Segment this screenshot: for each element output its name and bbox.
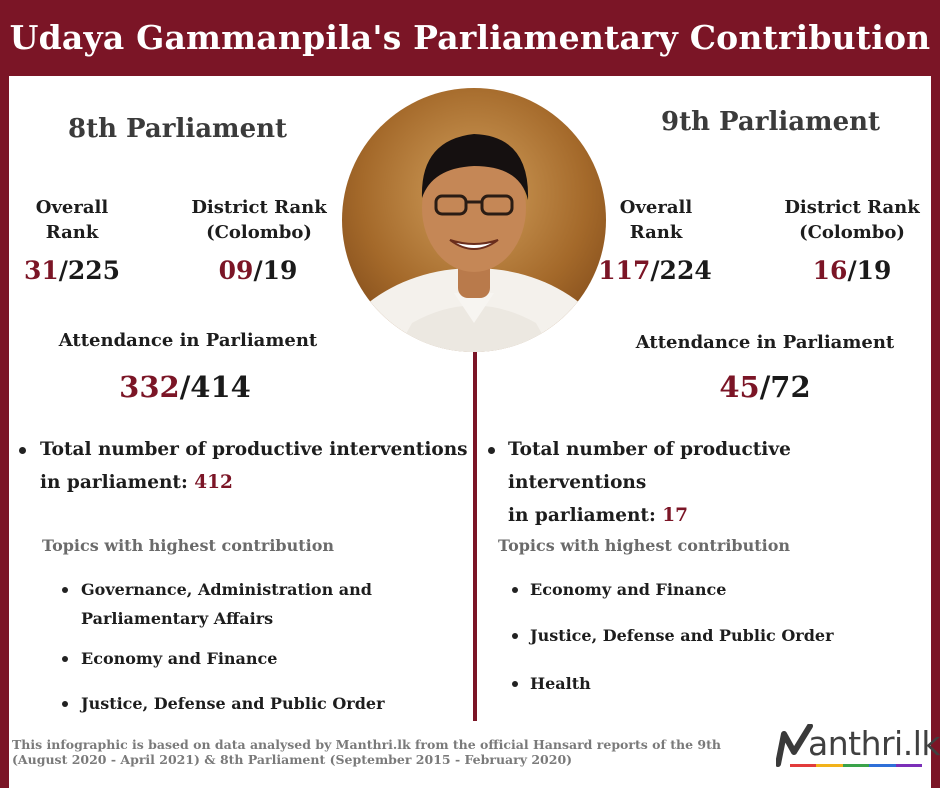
left-interventions-line2: in parliament: xyxy=(40,472,195,493)
left-attendance-label: Attendance in Parliament xyxy=(58,330,318,351)
right-district-rank-label: District Rank (Colombo) xyxy=(778,195,926,245)
left-overall-rank-number: 31 xyxy=(23,256,59,285)
left-interventions-bullet xyxy=(19,447,26,454)
left-topics-heading: Topics with highest contribution xyxy=(42,536,334,555)
right-topic-2: Justice, Defense and Public Order xyxy=(530,626,834,645)
left-attendance-total: /414 xyxy=(179,370,251,404)
right-interventions-line1: Total number of productive interventions xyxy=(508,439,791,493)
center-divider xyxy=(473,347,477,721)
footnote-line2: (August 2020 - April 2021) & 8th Parliam… xyxy=(12,752,573,767)
left-district-rank-number: 09 xyxy=(218,256,254,285)
right-topic-1: Economy and Finance xyxy=(530,580,727,599)
left-topic-bullet-1 xyxy=(62,587,68,593)
right-attendance-label: Attendance in Parliament xyxy=(635,332,895,353)
right-overall-rank-label: Overall Rank xyxy=(604,195,708,245)
left-district-label-line2: (Colombo) xyxy=(206,222,312,243)
footnote-line1: This infographic is based on data analys… xyxy=(12,737,721,752)
page-title: Udaya Gammanpila's Parliamentary Contrib… xyxy=(9,17,931,57)
logo-stripe-segment xyxy=(790,764,817,767)
right-topic-3: Health xyxy=(530,674,591,693)
logo-checkmark-m-icon xyxy=(776,724,813,767)
right-district-label-line2: (Colombo) xyxy=(799,222,905,243)
right-interventions-bullet xyxy=(488,447,495,454)
right-topic-bullet-1 xyxy=(512,587,518,593)
left-topic-1-line2: Parliamentary Affairs xyxy=(81,609,274,628)
left-topic-2: Economy and Finance xyxy=(81,649,278,668)
right-parliament-heading: 9th Parliament xyxy=(661,107,881,137)
left-topic-bullet-3 xyxy=(62,701,68,707)
left-overall-rank-total: /225 xyxy=(58,256,121,285)
footnote: This infographic is based on data analys… xyxy=(12,737,721,767)
right-overall-rank-value: 117/224 xyxy=(596,256,714,285)
right-district-rank-number: 16 xyxy=(812,256,848,285)
logo-stripe-segment xyxy=(895,764,923,767)
right-interventions-text: Total number of productive interventions… xyxy=(508,433,934,532)
right-overall-rank-total: /224 xyxy=(650,256,712,285)
left-district-rank-total: /19 xyxy=(253,256,298,285)
left-district-label-line1: District Rank xyxy=(191,197,327,218)
logo-stripe-segment xyxy=(816,764,843,767)
left-parliament-heading: 8th Parliament xyxy=(68,114,288,144)
left-interventions-value: 412 xyxy=(194,472,233,493)
left-overall-rank-label: Overall Rank xyxy=(20,195,124,245)
left-topic-1-line1: Governance, Administration and xyxy=(81,580,372,599)
right-topics-heading: Topics with highest contribution xyxy=(498,536,790,555)
right-interventions-value: 17 xyxy=(662,505,688,526)
right-district-label-line1: District Rank xyxy=(784,197,920,218)
right-district-rank-total: /19 xyxy=(847,256,892,285)
logo-stripe-segment xyxy=(869,764,896,767)
left-topic-bullet-2 xyxy=(62,656,68,662)
left-district-rank-label: District Rank (Colombo) xyxy=(186,195,332,245)
right-overall-label-line1: Overall xyxy=(619,197,693,218)
left-overall-rank-value: 31/225 xyxy=(10,256,134,285)
logo-color-stripe xyxy=(790,764,923,767)
right-topic-bullet-2 xyxy=(512,633,518,639)
logo-text: anthri.lk xyxy=(808,724,940,763)
right-attendance-value: 45/72 xyxy=(680,370,850,404)
logo-stripe-segment xyxy=(842,764,870,767)
left-interventions-line1: Total number of productive interventions xyxy=(40,439,468,460)
right-topic-bullet-3 xyxy=(512,681,518,687)
left-overall-label-line2: Rank xyxy=(45,222,99,243)
manthri-logo: anthri.lk xyxy=(776,722,940,770)
right-interventions-line2: in parliament: xyxy=(508,505,663,526)
left-overall-label-line1: Overall xyxy=(35,197,109,218)
portrait-photo xyxy=(342,88,606,352)
right-district-rank-value: 16/19 xyxy=(790,256,914,285)
right-overall-label-line2: Rank xyxy=(629,222,683,243)
right-attendance-total: /72 xyxy=(759,370,811,404)
right-attendance-number: 45 xyxy=(719,370,760,404)
left-attendance-value: 332/414 xyxy=(80,370,290,404)
left-district-rank-value: 09/19 xyxy=(196,256,320,285)
left-topic-3: Justice, Defense and Public Order xyxy=(81,694,385,713)
portrait-illustration xyxy=(342,134,606,352)
left-interventions-text: Total number of productive interventions… xyxy=(40,433,470,499)
left-topic-1: Governance, Administration and Parliamen… xyxy=(81,575,461,633)
right-overall-rank-number: 117 xyxy=(598,256,651,285)
left-attendance-number: 332 xyxy=(119,370,180,404)
